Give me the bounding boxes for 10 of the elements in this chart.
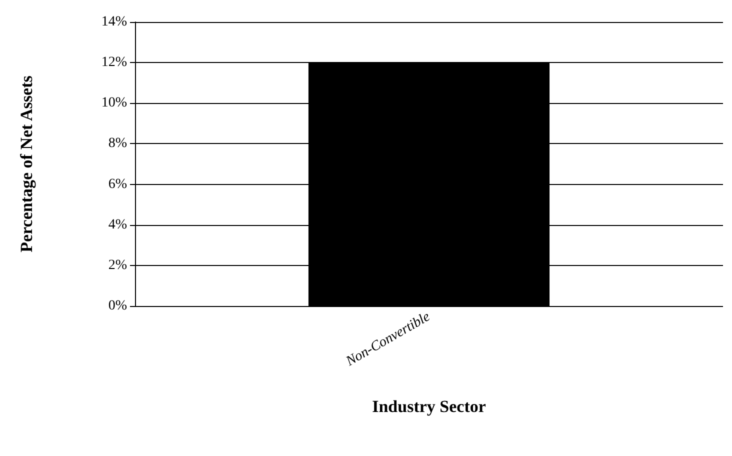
- x-axis-title: Industry Sector: [372, 397, 486, 416]
- y-tick-label: 6%: [108, 176, 128, 192]
- y-tick-label: 14%: [101, 14, 128, 30]
- y-tick-label: 10%: [101, 96, 128, 111]
- y-axis-title: Percentage of Net Assets: [17, 75, 36, 252]
- y-tick-label: 2%: [108, 258, 128, 273]
- y-tick-label: 8%: [108, 136, 128, 152]
- y-tick-label: 4%: [108, 217, 128, 232]
- y-tick-label: 12%: [101, 55, 128, 70]
- y-tick-label: 0%: [108, 298, 128, 314]
